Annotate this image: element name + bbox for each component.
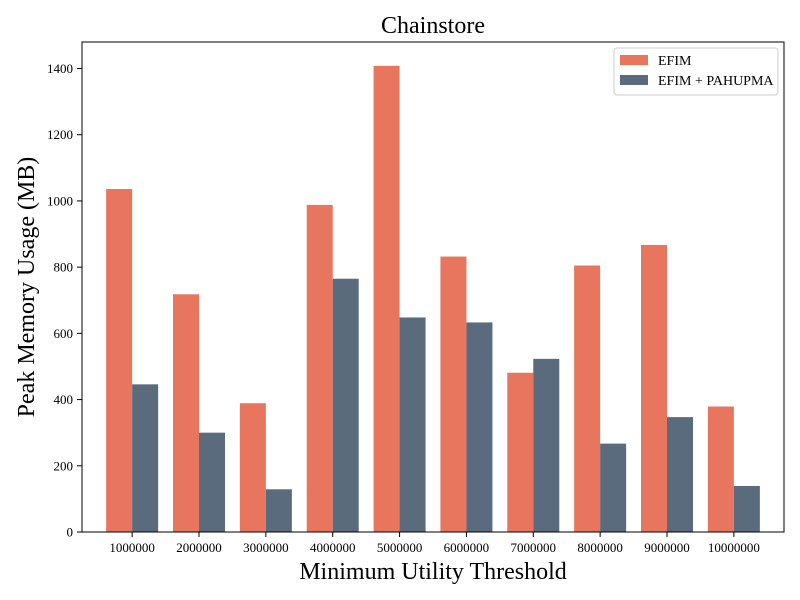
bar-efim-4000000 [306, 204, 333, 532]
bar-efim-3000000 [239, 403, 266, 532]
y-tick-label: 200 [54, 458, 74, 473]
plot-frame [81, 41, 785, 533]
y-tick-label: 800 [54, 260, 74, 275]
legend: EFIM EFIM + PAHUPMA [613, 47, 779, 96]
axes-layer: 0 200 400 600 800 1000 1200 1400 1000000 2000000 3… [47, 41, 785, 555]
bar-efim-6000000 [440, 256, 467, 532]
x-tick-label: 7000000 [511, 540, 557, 555]
bar-efim-2000000 [173, 294, 199, 532]
y-tick-label: 1000 [47, 193, 73, 208]
bars-layer [106, 65, 760, 533]
x-tick-label: 5000000 [377, 540, 423, 555]
bar-efim-pahupma-2000000 [199, 432, 225, 532]
legend-box [613, 47, 779, 96]
bar-efim-9000000 [641, 244, 667, 532]
y-axis-title: Peak Memory Usage (MB) [14, 157, 40, 418]
bar-efim-pahupma-6000000 [466, 322, 493, 532]
x-tick-label: 9000000 [644, 540, 690, 555]
bar-efim-pahupma-4000000 [332, 278, 359, 532]
bar-efim-pahupma-1000000 [132, 384, 159, 532]
bar-efim-pahupma-3000000 [265, 489, 292, 532]
legend-label-efim-pahupma: EFIM + PAHUPMA [658, 74, 774, 89]
y-tick-label: 1400 [47, 61, 73, 76]
bar-efim-pahupma-8000000 [600, 443, 627, 532]
y-tick-label: 400 [54, 392, 74, 407]
x-tick-label: 8000000 [577, 540, 623, 555]
bar-efim-7000000 [507, 372, 534, 532]
legend-swatch-efim [620, 55, 648, 65]
chart-title: Chainstore [381, 13, 485, 39]
x-tick-label: 2000000 [176, 540, 222, 555]
y-tick-label: 1200 [47, 127, 73, 142]
bar-efim-8000000 [574, 265, 601, 532]
legend-swatch-efim-pahupma [620, 75, 648, 85]
bar-efim-pahupma-7000000 [533, 358, 560, 532]
y-tick-label: 0 [67, 525, 74, 540]
bar-efim-pahupma-9000000 [667, 417, 693, 532]
bar-efim-pahupma-5000000 [399, 317, 426, 532]
x-axis-title: Minimum Utility Threshold [299, 559, 567, 585]
x-tick-label: 4000000 [310, 540, 356, 555]
bar-efim-1000000 [106, 189, 133, 532]
y-tick-label: 600 [54, 326, 74, 341]
x-tick-label: 1000000 [109, 540, 155, 555]
x-tick-label: 6000000 [444, 540, 490, 555]
x-tick-label: 10000000 [708, 540, 760, 555]
bar-efim-5000000 [373, 65, 400, 533]
bar-efim-pahupma-10000000 [733, 485, 760, 532]
bar-efim-10000000 [707, 406, 734, 532]
legend-label-efim: EFIM [658, 54, 692, 69]
x-tick-label: 3000000 [243, 540, 289, 555]
